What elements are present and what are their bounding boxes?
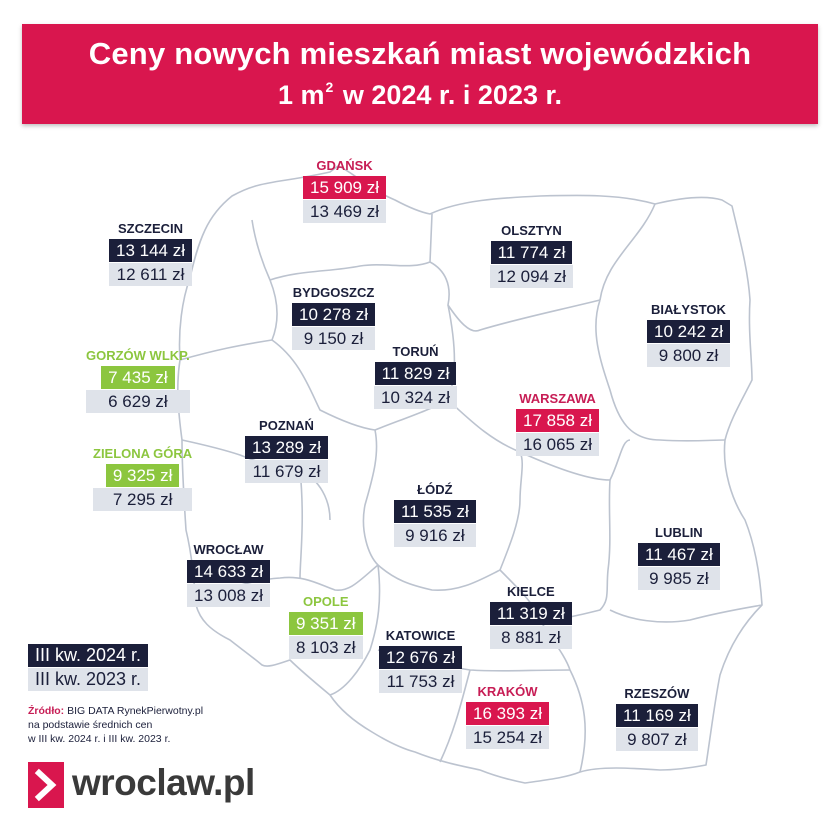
logo-icon — [28, 762, 64, 808]
price-2024: 9 351 zł — [289, 612, 363, 635]
city-name: GDAŃSK — [316, 158, 373, 173]
city-name: ŁÓDŹ — [417, 482, 453, 497]
city-name: BYDGOSZCZ — [292, 285, 375, 300]
price-2024: 11 535 zł — [394, 500, 476, 523]
city-krakow: KRAKÓW 16 393 zł 15 254 zł — [466, 684, 549, 749]
price-2023: 11 753 zł — [379, 670, 462, 693]
city-name: SZCZECIN — [118, 221, 183, 236]
price-2023: 9 985 zł — [638, 567, 720, 590]
price-2023: 10 324 zł — [374, 386, 457, 409]
city-kielce: KIELCE 11 319 zł 8 881 zł — [490, 584, 572, 649]
price-2023: 12 611 zł — [109, 263, 192, 286]
source-line2: na podstawie średnich cen — [28, 719, 153, 731]
price-2023: 13 469 zł — [303, 200, 386, 223]
city-name: BIAŁYSTOK — [651, 302, 726, 317]
title: Ceny nowych mieszkań miast wojewódzkich — [88, 36, 752, 71]
city-name: OLSZTYN — [501, 223, 562, 238]
price-2024: 7 435 zł — [101, 366, 175, 389]
price-2024: 10 242 zł — [647, 320, 730, 343]
city-szczecin: SZCZECIN 13 144 zł 12 611 zł — [109, 221, 192, 286]
price-2024: 12 676 zł — [379, 646, 462, 669]
price-2023: 7 295 zł — [93, 488, 193, 511]
legend-2024: III kw. 2024 r. — [28, 644, 149, 667]
source-line3: w III kw. 2024 r. i III kw. 2023 r. — [28, 733, 171, 745]
city-name: RZESZÓW — [624, 686, 690, 701]
price-2024: 11 829 zł — [374, 362, 457, 385]
price-2023: 12 094 zł — [490, 265, 573, 288]
city-name: WROCŁAW — [193, 542, 264, 557]
price-2023: 9 916 zł — [394, 524, 476, 547]
price-2023: 9 800 zł — [647, 344, 730, 367]
city-warszawa: WARSZAWA 17 858 zł 16 065 zł — [516, 391, 599, 456]
city-name: KIELCE — [507, 584, 555, 599]
price-2024: 10 278 zł — [292, 303, 375, 326]
city-lublin: LUBLIN 11 467 zł 9 985 zł — [638, 525, 720, 590]
city-bialystok: BIAŁYSTOK 10 242 zł 9 800 zł — [647, 302, 730, 367]
price-2023: 8 881 zł — [490, 626, 572, 649]
city-name: TORUŃ — [392, 344, 439, 359]
city-name: LUBLIN — [655, 525, 703, 540]
city-torun: TORUŃ 11 829 zł 10 324 zł — [374, 344, 457, 409]
price-2024: 13 144 zł — [109, 239, 192, 262]
city-name: KRAKÓW — [477, 684, 538, 699]
price-2024: 11 169 zł — [616, 704, 698, 727]
city-bydgoszcz: BYDGOSZCZ 10 278 zł 9 150 zł — [292, 285, 375, 350]
source-label: Źródło: — [28, 705, 65, 717]
city-gorzow: GORZÓW WLKP. 7 435 zł 6 629 zł — [86, 348, 190, 413]
city-katowice: KATOWICE 12 676 zł 11 753 zł — [379, 628, 462, 693]
logo-text: wroclaw.pl — [72, 762, 255, 803]
price-2023: 9 150 zł — [292, 327, 375, 350]
price-2024: 14 633 zł — [187, 560, 270, 583]
price-2023: 15 254 zł — [466, 726, 549, 749]
city-gdansk: GDAŃSK 15 909 zł 13 469 zł — [303, 158, 386, 223]
city-lodz: ŁÓDŹ 11 535 zł 9 916 zł — [394, 482, 476, 547]
title-banner: Ceny nowych mieszkań miast wojewódzkich … — [22, 24, 818, 124]
price-2024: 13 289 zł — [245, 436, 328, 459]
subtitle: 1 m2 w 2024 r. i 2023 r. — [277, 79, 562, 110]
city-olsztyn: OLSZTYN 11 774 zł 12 094 zł — [490, 223, 573, 288]
city-wroclaw: WROCŁAW 14 633 zł 13 008 zł — [187, 542, 270, 607]
price-2023: 16 065 zł — [516, 433, 599, 456]
source-note: Źródło: BIG DATA RynekPierwotny.pl na po… — [28, 704, 203, 746]
price-2023: 13 008 zł — [187, 584, 270, 607]
legend-2023: III kw. 2023 r. — [28, 668, 149, 691]
price-2024: 9 325 zł — [105, 464, 180, 487]
source-line1: BIG DATA RynekPierwotny.pl — [64, 705, 204, 717]
price-2024: 11 774 zł — [490, 241, 573, 264]
city-name: ZIELONA GÓRA — [93, 446, 193, 461]
city-name: GORZÓW WLKP. — [86, 348, 190, 363]
city-name: POZNAŃ — [259, 418, 314, 433]
city-poznan: POZNAŃ 13 289 zł 11 679 zł — [245, 418, 328, 483]
legend: III kw. 2024 r. III kw. 2023 r. — [28, 644, 149, 691]
city-name: OPOLE — [303, 594, 349, 609]
price-2024: 11 467 zł — [638, 543, 720, 566]
price-2023: 8 103 zł — [289, 636, 363, 659]
city-name: KATOWICE — [385, 628, 456, 643]
price-2023: 6 629 zł — [86, 390, 190, 413]
country-outline — [177, 165, 763, 784]
city-rzeszow: RZESZÓW 11 169 zł 9 807 zł — [616, 686, 698, 751]
price-2023: 9 807 zł — [616, 728, 698, 751]
price-2024: 16 393 zł — [466, 702, 549, 725]
price-2024: 17 858 zł — [516, 409, 599, 432]
city-opole: OPOLE 9 351 zł 8 103 zł — [289, 594, 363, 659]
price-2024: 15 909 zł — [303, 176, 386, 199]
price-2024: 11 319 zł — [490, 602, 572, 625]
price-2023: 11 679 zł — [245, 460, 328, 483]
city-name: WARSZAWA — [519, 391, 596, 406]
city-zielona-gora: ZIELONA GÓRA 9 325 zł 7 295 zł — [93, 446, 193, 511]
